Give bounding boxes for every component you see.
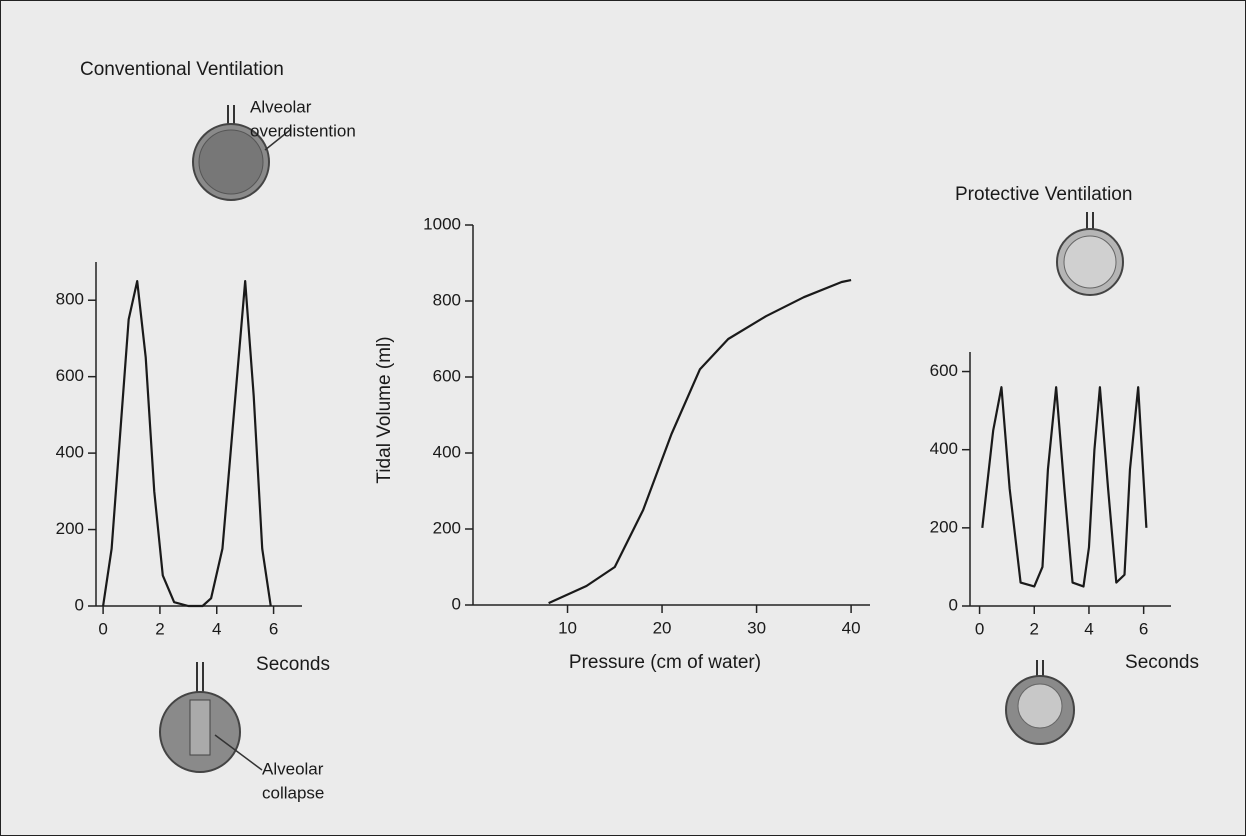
x-tick-label: 0 bbox=[98, 619, 107, 638]
annotation: overdistention bbox=[250, 121, 356, 140]
y-tick-label: 200 bbox=[56, 519, 84, 538]
x-tick-label: 10 bbox=[558, 618, 577, 637]
y-tick-label: 800 bbox=[56, 290, 84, 309]
y-tick-label: 400 bbox=[930, 439, 958, 458]
annotation: Alveolar bbox=[250, 97, 312, 116]
x-tick-label: 2 bbox=[155, 619, 164, 638]
x-tick-label: 30 bbox=[747, 618, 766, 637]
figure: 02004006008000246Conventional Ventilatio… bbox=[0, 0, 1246, 836]
y-tick-label: 600 bbox=[930, 361, 958, 380]
x-tick-label: 20 bbox=[653, 618, 672, 637]
y-tick-label: 800 bbox=[433, 290, 461, 309]
x-tick-label: 0 bbox=[975, 619, 984, 638]
y-tick-label: 0 bbox=[75, 595, 84, 614]
y-axis-label: Tidal Volume (ml) bbox=[374, 336, 395, 483]
x-tick-label: 40 bbox=[842, 618, 861, 637]
x-axis-label: Pressure (cm of water) bbox=[569, 652, 761, 673]
chart-title: Conventional Ventilation bbox=[80, 59, 284, 80]
y-tick-label: 400 bbox=[56, 443, 84, 462]
annotation: Alveolar bbox=[262, 759, 324, 778]
y-tick-label: 0 bbox=[452, 594, 461, 613]
y-tick-label: 200 bbox=[433, 518, 461, 537]
x-tick-label: 2 bbox=[1030, 619, 1039, 638]
y-tick-label: 600 bbox=[433, 366, 461, 385]
page: {"chart_data": [ {"type": "line", "title… bbox=[0, 0, 1246, 836]
x-tick-label: 6 bbox=[269, 619, 278, 638]
x-tick-label: 4 bbox=[212, 619, 221, 638]
y-tick-label: 1000 bbox=[423, 214, 461, 233]
x-axis-label: Seconds bbox=[1125, 652, 1199, 673]
chart-title: Protective Ventilation bbox=[955, 184, 1132, 205]
y-tick-label: 400 bbox=[433, 442, 461, 461]
x-tick-label: 4 bbox=[1084, 619, 1093, 638]
annotation: collapse bbox=[262, 783, 324, 802]
x-tick-label: 6 bbox=[1139, 619, 1148, 638]
y-tick-label: 200 bbox=[930, 517, 958, 536]
y-tick-label: 600 bbox=[56, 366, 84, 385]
y-tick-label: 0 bbox=[949, 595, 958, 614]
x-axis-label: Seconds bbox=[256, 654, 330, 675]
